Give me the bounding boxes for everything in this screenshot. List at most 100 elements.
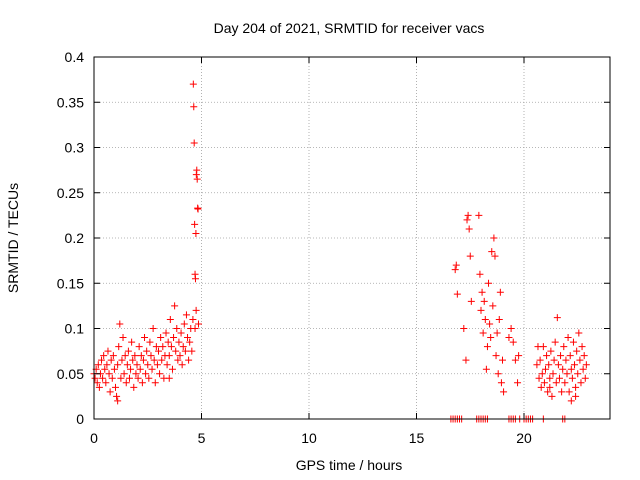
data-point <box>544 388 552 396</box>
data-point <box>181 347 189 355</box>
data-point <box>515 352 523 360</box>
data-point <box>574 370 582 378</box>
data-point <box>193 166 201 174</box>
data-point <box>543 352 551 360</box>
data-point <box>132 370 140 378</box>
data-point <box>538 370 546 378</box>
data-point <box>560 343 568 351</box>
data-point <box>151 379 159 387</box>
data-point <box>535 374 543 382</box>
y-tick-label: 0.35 <box>57 94 84 110</box>
data-point <box>95 383 103 391</box>
data-point <box>107 356 115 364</box>
data-point <box>117 374 125 382</box>
y-tick-label: 0.2 <box>65 230 85 246</box>
data-point <box>157 334 165 342</box>
data-point <box>509 338 517 346</box>
data-point <box>188 347 196 355</box>
data-point <box>120 370 128 378</box>
data-point <box>130 383 138 391</box>
data-point <box>190 103 198 111</box>
data-point <box>167 343 175 351</box>
data-point <box>102 379 110 387</box>
data-point <box>114 397 122 405</box>
y-tick-label: 0.15 <box>57 275 84 291</box>
y-tick-label: 0.25 <box>57 185 84 201</box>
data-point <box>189 315 197 323</box>
data-point <box>191 220 199 228</box>
data-point <box>479 329 487 337</box>
data-point <box>568 374 576 382</box>
data-point <box>134 374 142 382</box>
data-point <box>507 325 515 332</box>
data-point <box>546 374 554 382</box>
data-point <box>127 365 135 373</box>
data-point <box>460 325 468 332</box>
data-point <box>100 352 108 360</box>
data-point <box>171 302 179 310</box>
data-point <box>165 374 173 382</box>
data-point <box>191 325 199 332</box>
data-point <box>142 370 150 378</box>
data-point <box>122 379 130 387</box>
data-point <box>477 306 485 314</box>
data-point <box>485 279 493 287</box>
data-point <box>555 374 563 382</box>
data-point <box>178 361 186 369</box>
data-point <box>106 388 114 396</box>
data-point <box>194 320 202 328</box>
data-point <box>166 315 174 323</box>
axis-ticks: 0 0.05 0.1 0.15 0.2 0.25 0.3 0.35 0.4 0 5 10 15 20 <box>57 49 610 446</box>
data-point <box>464 211 472 219</box>
data-point <box>103 361 111 369</box>
data-point <box>576 356 584 364</box>
data-point <box>159 343 167 351</box>
data-point <box>177 329 185 337</box>
data-point <box>99 374 107 382</box>
data-point <box>182 311 190 319</box>
data-point <box>94 361 102 369</box>
data-point <box>147 352 155 360</box>
grid-lines <box>94 57 610 419</box>
data-point <box>121 352 129 360</box>
data-point <box>558 388 566 396</box>
data-point <box>465 225 473 233</box>
data-point <box>115 343 123 351</box>
data-point <box>145 374 153 382</box>
data-point <box>133 361 141 369</box>
data-point <box>144 361 152 369</box>
data-point <box>155 347 162 355</box>
data-point <box>577 379 585 387</box>
data-point <box>113 392 121 400</box>
data-point <box>549 370 557 378</box>
data-point <box>170 334 178 342</box>
data-point <box>548 392 556 400</box>
data-point <box>148 365 156 373</box>
data-point <box>116 320 124 328</box>
data-point <box>565 388 573 396</box>
data-point <box>581 374 589 382</box>
data-point <box>172 347 180 355</box>
data-point <box>139 356 147 364</box>
data-point <box>580 352 588 360</box>
y-axis-label: SRMTID / TECUs <box>5 183 21 293</box>
data-point <box>105 370 113 378</box>
data-point <box>567 365 575 373</box>
y-tick-label: 0 <box>76 411 84 427</box>
data-point <box>480 297 488 305</box>
data-point <box>146 338 154 346</box>
data-point <box>149 325 157 332</box>
data-point <box>582 361 590 369</box>
data-point <box>536 356 544 364</box>
data-point <box>191 275 199 283</box>
data-point <box>101 365 109 373</box>
data-point <box>114 361 122 369</box>
data-point <box>500 388 508 396</box>
data-point <box>553 314 561 322</box>
x-tick-label: 20 <box>516 430 532 446</box>
data-point <box>575 329 583 337</box>
data-point <box>467 297 475 305</box>
data-point <box>185 356 193 364</box>
data-point <box>493 329 501 337</box>
data-point <box>138 379 146 387</box>
